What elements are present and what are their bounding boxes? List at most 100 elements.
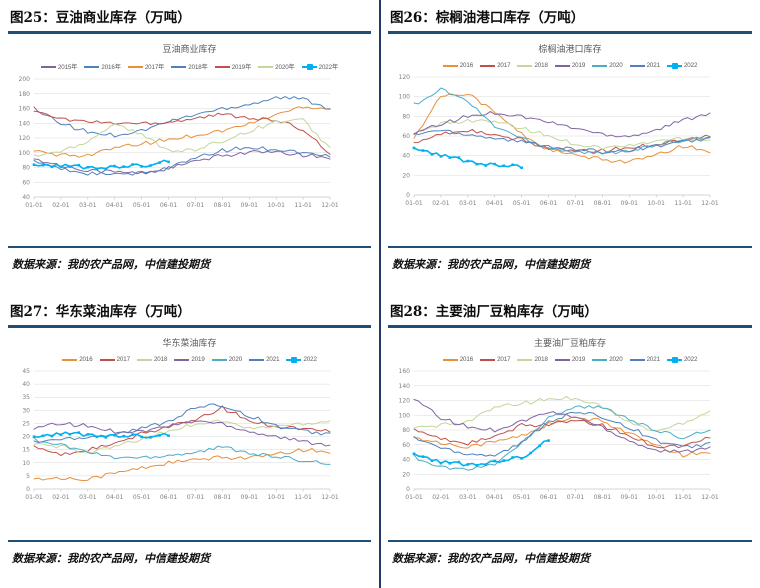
- series-marker: [158, 433, 161, 437]
- legend-item-2020[interactable]: 2020: [592, 356, 623, 363]
- legend-swatch-icon: [554, 64, 570, 67]
- legend-label: 2019年: [231, 64, 252, 71]
- legend-item-2016[interactable]: 2016: [442, 62, 474, 69]
- series-line-2016: [33, 447, 331, 482]
- series-marker: [140, 165, 143, 168]
- legend-item-2016[interactable]: 2016: [442, 356, 473, 363]
- legend-item-2021[interactable]: 2021: [249, 356, 280, 363]
- chart-title-25: 豆油商业库存: [162, 45, 217, 55]
- figure-caption-25: 图25：豆油商业库存（万吨）: [10, 10, 191, 26]
- series-marker: [466, 159, 470, 163]
- y-tick-label: 0: [406, 192, 410, 199]
- caption-rule-26: [388, 31, 752, 34]
- series-marker: [475, 162, 479, 166]
- legend-item-2018[interactable]: 2018: [136, 356, 167, 363]
- legend-item-2022[interactable]: 2022: [286, 356, 317, 363]
- series-marker: [457, 460, 461, 464]
- series-marker: [32, 435, 36, 439]
- series-marker: [430, 153, 434, 156]
- legend-item-2016[interactable]: 2016: [62, 356, 93, 363]
- x-tick-label: 09-01: [621, 494, 639, 501]
- source-rule-27: [8, 540, 371, 542]
- legend-item-2016年[interactable]: 2016年: [84, 62, 121, 71]
- legend-label: 2016: [459, 62, 474, 69]
- y-tick-label: 60: [22, 179, 30, 186]
- series-marker: [529, 451, 532, 455]
- y-tick-label: 35: [22, 394, 30, 401]
- x-tick-label: 05-01: [513, 494, 531, 501]
- series-marker: [95, 167, 99, 171]
- legend-item-2019[interactable]: 2019: [554, 356, 585, 363]
- legend-label: 2016: [79, 356, 93, 363]
- series-marker: [502, 164, 505, 168]
- legend-swatch-icon: [286, 356, 302, 363]
- y-tick-label: 140: [399, 383, 411, 390]
- x-tick-label: 12-01: [701, 200, 718, 207]
- series-line-2021: [33, 403, 331, 444]
- legend-item-2015年[interactable]: 2015年: [40, 62, 77, 71]
- series-line-2016: [413, 416, 711, 458]
- series-marker: [122, 434, 125, 438]
- series-marker: [86, 165, 90, 169]
- x-tick-label: 03-01: [79, 202, 97, 209]
- legend-item-2020年[interactable]: 2020年: [258, 62, 295, 71]
- series-line-2016年: [33, 146, 331, 176]
- series-marker: [68, 432, 72, 436]
- figure-caption-26: 图26：棕榈油港口库存（万吨）: [390, 10, 585, 26]
- legend-item-2022年[interactable]: 2022年: [301, 62, 338, 71]
- x-tick-label: 05-01: [133, 202, 151, 209]
- y-tick-label: 100: [399, 94, 411, 101]
- legend-item-2019[interactable]: 2019: [554, 62, 585, 69]
- y-tick-label: 60: [402, 442, 410, 449]
- y-tick-label: 20: [402, 471, 410, 478]
- x-tick-label: 10-01: [267, 494, 285, 501]
- x-tick-label: 02-01: [52, 202, 70, 209]
- series-marker: [538, 444, 541, 448]
- legend-item-2021[interactable]: 2021: [629, 62, 660, 69]
- legend-item-2022[interactable]: 2022: [666, 356, 697, 363]
- figure-panel-28: 图28：主要油厂豆粕库存（万吨） 主要油厂豆粕库存 2016 2017 2018 20…: [380, 294, 760, 588]
- legend-item-2020[interactable]: 2020: [592, 62, 623, 69]
- plot-svg-fig27: 0 5 10 15 20 25 30 35 40 45 01-01 02-01 03-01 04-01 05…: [22, 368, 338, 501]
- legend-item-2017[interactable]: 2017: [99, 356, 130, 363]
- series-line-2022: [33, 431, 170, 439]
- legend-label: 2021: [646, 356, 660, 363]
- series-marker: [131, 163, 134, 166]
- series-marker: [421, 455, 425, 458]
- x-tick-label: 07-01: [567, 494, 585, 501]
- x-tick-label: 02-01: [432, 200, 450, 207]
- series-marker: [104, 167, 108, 171]
- y-tick-label: 45: [22, 368, 30, 375]
- legend-item-2018[interactable]: 2018: [517, 62, 548, 69]
- legend-item-2018年[interactable]: 2018年: [171, 62, 208, 71]
- series-line-2018: [413, 118, 711, 150]
- legend-swatch-icon: [127, 65, 143, 68]
- legend-item-2017[interactable]: 2017: [480, 356, 511, 363]
- series-line-2017年: [33, 106, 331, 158]
- legend-item-2017年[interactable]: 2017年: [127, 62, 164, 71]
- legend-label: 2022: [303, 356, 317, 363]
- legend-swatch-icon: [517, 358, 533, 361]
- legend-swatch-icon: [629, 358, 645, 361]
- series-marker: [493, 459, 497, 463]
- source-rule-25: [8, 246, 371, 248]
- y-tick-label: 20: [22, 434, 30, 441]
- legend-label: 2020年: [275, 64, 295, 71]
- x-tick-label: 08-01: [594, 494, 612, 501]
- chart-legend-26: 2016 2017 2018 2019 2020 2021 2022: [388, 55, 752, 69]
- chart-title-26: 棕榈油港口库存: [538, 45, 602, 55]
- legend-item-2018[interactable]: 2018: [517, 356, 548, 363]
- series-line-2020: [33, 437, 331, 465]
- series-marker: [520, 457, 523, 460]
- legend-item-2019[interactable]: 2019: [174, 356, 205, 363]
- y-tick-label: 80: [402, 427, 410, 434]
- legend-item-2017[interactable]: 2017: [480, 62, 511, 69]
- legend-item-2022[interactable]: 2022: [666, 62, 697, 69]
- legend-item-2020[interactable]: 2020: [211, 356, 242, 363]
- legend-item-2021[interactable]: 2021: [629, 356, 660, 363]
- legend-item-2019年[interactable]: 2019年: [214, 62, 252, 71]
- chart-legend-28: 2016 2017 2018 2019 2020 2021 2022: [388, 349, 752, 363]
- legend-swatch-icon: [171, 65, 187, 68]
- legend-swatch-icon: [442, 358, 458, 361]
- legend-swatch-icon: [84, 65, 100, 68]
